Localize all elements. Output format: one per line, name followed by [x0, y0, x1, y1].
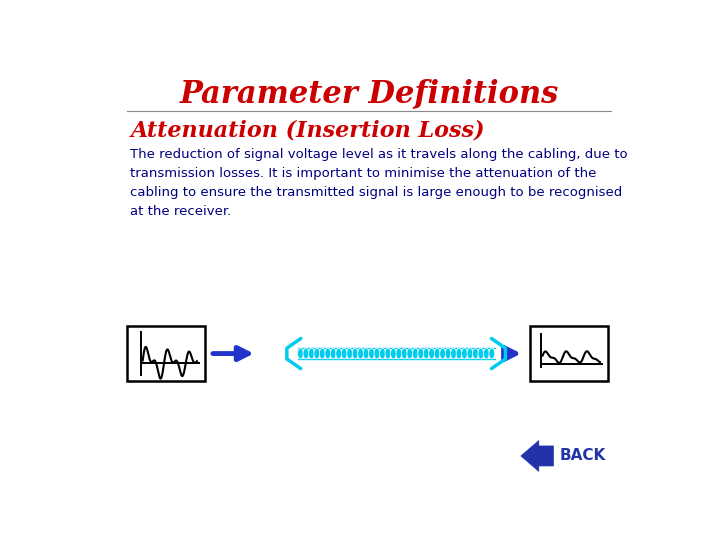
- Ellipse shape: [308, 348, 314, 359]
- Ellipse shape: [456, 348, 462, 359]
- Ellipse shape: [379, 348, 385, 359]
- Ellipse shape: [418, 348, 423, 359]
- Ellipse shape: [402, 348, 408, 359]
- Text: BACK: BACK: [559, 448, 606, 463]
- Ellipse shape: [369, 348, 374, 359]
- Ellipse shape: [445, 348, 451, 359]
- Ellipse shape: [363, 348, 369, 359]
- Ellipse shape: [303, 348, 309, 359]
- Ellipse shape: [396, 348, 402, 359]
- Ellipse shape: [483, 348, 489, 359]
- Ellipse shape: [314, 348, 320, 359]
- Ellipse shape: [462, 348, 467, 359]
- Ellipse shape: [467, 348, 473, 359]
- Ellipse shape: [347, 348, 353, 359]
- Ellipse shape: [390, 348, 396, 359]
- Ellipse shape: [423, 348, 429, 359]
- Ellipse shape: [472, 348, 478, 359]
- Ellipse shape: [330, 348, 336, 359]
- Ellipse shape: [352, 348, 358, 359]
- Text: Attenuation (Insertion Loss): Attenuation (Insertion Loss): [130, 119, 485, 141]
- Ellipse shape: [358, 348, 364, 359]
- Ellipse shape: [374, 348, 380, 359]
- Ellipse shape: [429, 348, 435, 359]
- Ellipse shape: [336, 348, 341, 359]
- Polygon shape: [521, 441, 554, 471]
- Ellipse shape: [478, 348, 484, 359]
- Ellipse shape: [297, 348, 303, 359]
- Bar: [530, 326, 608, 381]
- Ellipse shape: [489, 348, 495, 359]
- Ellipse shape: [325, 348, 330, 359]
- Ellipse shape: [434, 348, 440, 359]
- Ellipse shape: [385, 348, 391, 359]
- Bar: [127, 326, 204, 381]
- Ellipse shape: [440, 348, 446, 359]
- Ellipse shape: [451, 348, 456, 359]
- Ellipse shape: [407, 348, 413, 359]
- Ellipse shape: [413, 348, 418, 359]
- Ellipse shape: [341, 348, 347, 359]
- Text: Parameter Definitions: Parameter Definitions: [179, 78, 559, 110]
- Ellipse shape: [320, 348, 325, 359]
- Text: The reduction of signal voltage level as it travels along the cabling, due to
tr: The reduction of signal voltage level as…: [130, 148, 628, 218]
